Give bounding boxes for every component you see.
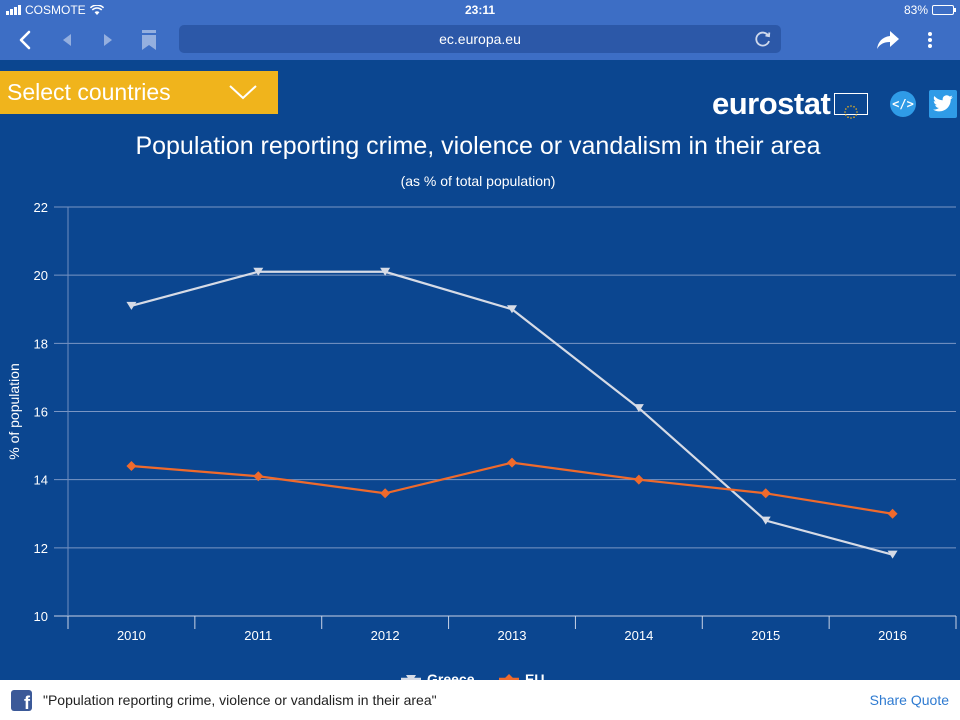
more-vertical-icon xyxy=(928,32,932,48)
chevron-down-icon xyxy=(229,85,257,100)
legend-label-greece: Greece xyxy=(427,671,475,680)
data-point-greece xyxy=(253,267,264,276)
x-tick-label: 2012 xyxy=(371,628,400,643)
data-point-greece xyxy=(126,301,137,310)
history-back-button[interactable] xyxy=(52,25,82,55)
carrier-label: COSMOTE xyxy=(25,3,86,17)
share-quote-text: "Population reporting crime, violence or… xyxy=(43,692,437,708)
select-countries-dropdown[interactable]: Select countries xyxy=(0,71,278,114)
y-tick-label: 18 xyxy=(34,336,48,351)
share-arrow-icon xyxy=(877,31,899,49)
chevron-left-icon xyxy=(19,30,31,50)
share-quote-button[interactable]: Share Quote xyxy=(869,692,949,708)
eu-star xyxy=(847,106,850,108)
status-right: 83% xyxy=(903,3,956,17)
data-point-greece xyxy=(507,305,517,314)
signal-icon xyxy=(6,5,21,15)
series-line-eu xyxy=(131,461,893,515)
eu-star xyxy=(844,111,847,113)
browser-toolbar: ec.europa.eu xyxy=(0,20,960,60)
x-tick-label: 2013 xyxy=(498,628,527,643)
eu-star xyxy=(855,108,858,110)
battery-percentage: 83% xyxy=(903,3,928,17)
status-bar: COSMOTE 23:11 83% xyxy=(0,0,960,20)
chart-subtitle: (as % of total population) xyxy=(400,173,556,189)
embed-label: </> xyxy=(892,97,914,111)
eu-star xyxy=(856,111,859,113)
data-point-eu xyxy=(760,488,771,499)
y-axis-label: % of population xyxy=(6,363,22,460)
forward-button[interactable] xyxy=(93,25,123,55)
share-quote-bar: f "Population reporting crime, violence … xyxy=(0,680,960,720)
y-tick-label: 12 xyxy=(34,541,48,556)
url-text: ec.europa.eu xyxy=(439,31,521,47)
twitter-button[interactable] xyxy=(929,90,957,118)
x-tick-label: 2016 xyxy=(878,628,907,643)
back-button[interactable] xyxy=(10,25,40,55)
logo-text: eurostat xyxy=(712,86,831,121)
x-tick-label: 2014 xyxy=(624,628,653,643)
data-point-eu xyxy=(126,461,137,472)
x-tick-label: 2010 xyxy=(117,628,146,643)
battery-icon xyxy=(932,5,956,15)
eu-star xyxy=(850,117,853,119)
eu-star xyxy=(847,116,850,118)
address-bar[interactable]: ec.europa.eu xyxy=(179,25,781,53)
data-point-greece xyxy=(380,267,391,276)
y-tick-label: 22 xyxy=(34,200,48,215)
eu-star xyxy=(855,114,858,116)
chart-title: Population reporting crime, violence or … xyxy=(135,132,821,160)
status-left: COSMOTE xyxy=(6,3,104,17)
data-point-greece xyxy=(633,404,644,413)
triangle-right-icon xyxy=(104,34,112,46)
status-time: 23:11 xyxy=(464,3,496,17)
eu-star xyxy=(845,114,847,116)
triangle-left-icon xyxy=(63,34,71,46)
reload-icon[interactable] xyxy=(753,29,773,49)
facebook-icon: f xyxy=(11,689,32,711)
bookmark-icon xyxy=(142,30,156,50)
x-tick-label: 2015 xyxy=(751,628,780,643)
legend-marker-eu xyxy=(504,674,514,680)
y-tick-label: 16 xyxy=(34,405,48,420)
y-tick-label: 20 xyxy=(34,268,48,283)
y-tick-label: 14 xyxy=(34,473,48,488)
data-point-greece xyxy=(887,550,898,559)
legend-marker-greece xyxy=(406,675,416,680)
eu-flag-icon xyxy=(834,93,869,119)
bookmark-button[interactable] xyxy=(134,25,164,55)
more-menu-button[interactable] xyxy=(915,25,945,55)
twitter-icon xyxy=(932,95,953,112)
series-line-greece xyxy=(131,270,893,556)
data-point-greece xyxy=(760,516,771,525)
wifi-icon xyxy=(89,4,104,15)
data-point-eu xyxy=(380,488,391,499)
data-point-eu xyxy=(887,508,898,519)
share-button[interactable] xyxy=(873,25,903,55)
eurostat-logo: eurostat xyxy=(712,86,869,122)
x-tick-label: 2011 xyxy=(244,628,272,643)
line-chart: 10 12 14 16 18 20 22 2010 2011 2012 2013 2014 2015 20… xyxy=(6,200,957,680)
data-point-eu xyxy=(253,471,264,482)
eu-star xyxy=(853,106,856,108)
data-point-eu xyxy=(633,474,644,485)
eu-star xyxy=(853,116,856,118)
data-point-eu xyxy=(507,457,517,468)
eu-star xyxy=(845,108,847,110)
select-countries-label: Select countries xyxy=(7,79,171,105)
embed-button[interactable]: </> xyxy=(890,91,916,117)
y-tick-label: 10 xyxy=(34,609,48,624)
eu-star xyxy=(850,105,853,107)
legend-label-eu: EU xyxy=(525,671,544,680)
